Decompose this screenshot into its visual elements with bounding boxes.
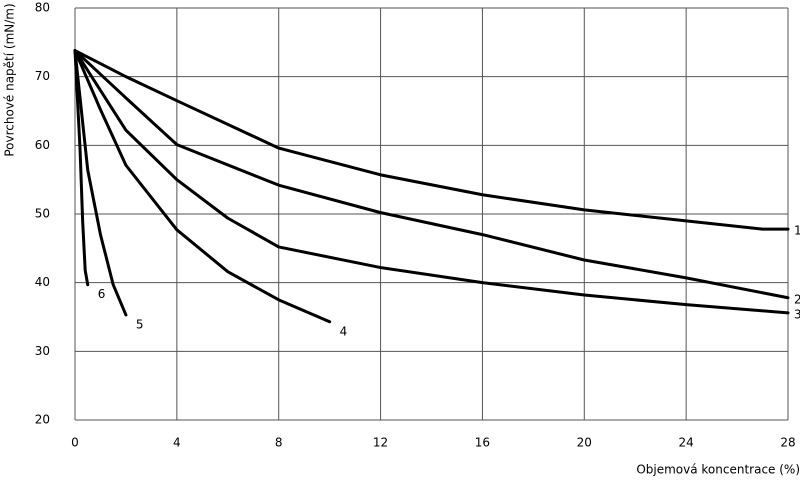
- x-tick-label: 28: [780, 436, 795, 450]
- x-tick-label: 4: [173, 436, 181, 450]
- x-tick-label: 0: [71, 436, 79, 450]
- series-label: 6: [98, 287, 106, 301]
- y-tick-label: 20: [35, 413, 50, 427]
- line-series: [73, 49, 790, 300]
- series-label: 4: [340, 324, 348, 338]
- x-tick-label: 24: [679, 436, 694, 450]
- line-series: [73, 49, 332, 324]
- x-tick-label: 16: [475, 436, 490, 450]
- x-tick-label: 8: [275, 436, 283, 450]
- series-label: 3: [794, 307, 800, 321]
- y-tick-label: 70: [35, 69, 50, 83]
- line-series: [73, 49, 790, 231]
- x-axis-label: Objemová koncentrace (%): [636, 463, 800, 477]
- line-series: [73, 49, 90, 287]
- line-series: [73, 49, 128, 317]
- series-label: 5: [136, 317, 144, 331]
- y-tick-label: 80: [35, 1, 50, 15]
- line-series: [73, 49, 790, 315]
- y-tick-label: 40: [35, 275, 50, 289]
- y-axis-label: Povrchové napětí (mN/m): [3, 3, 17, 156]
- series-label: 1: [794, 224, 800, 238]
- y-tick-label: 50: [35, 207, 50, 221]
- y-tick-label: 30: [35, 344, 50, 358]
- x-tick-label: 12: [373, 436, 388, 450]
- series-label: 2: [794, 292, 800, 306]
- x-tick-label: 20: [577, 436, 592, 450]
- y-tick-label: 60: [35, 138, 50, 152]
